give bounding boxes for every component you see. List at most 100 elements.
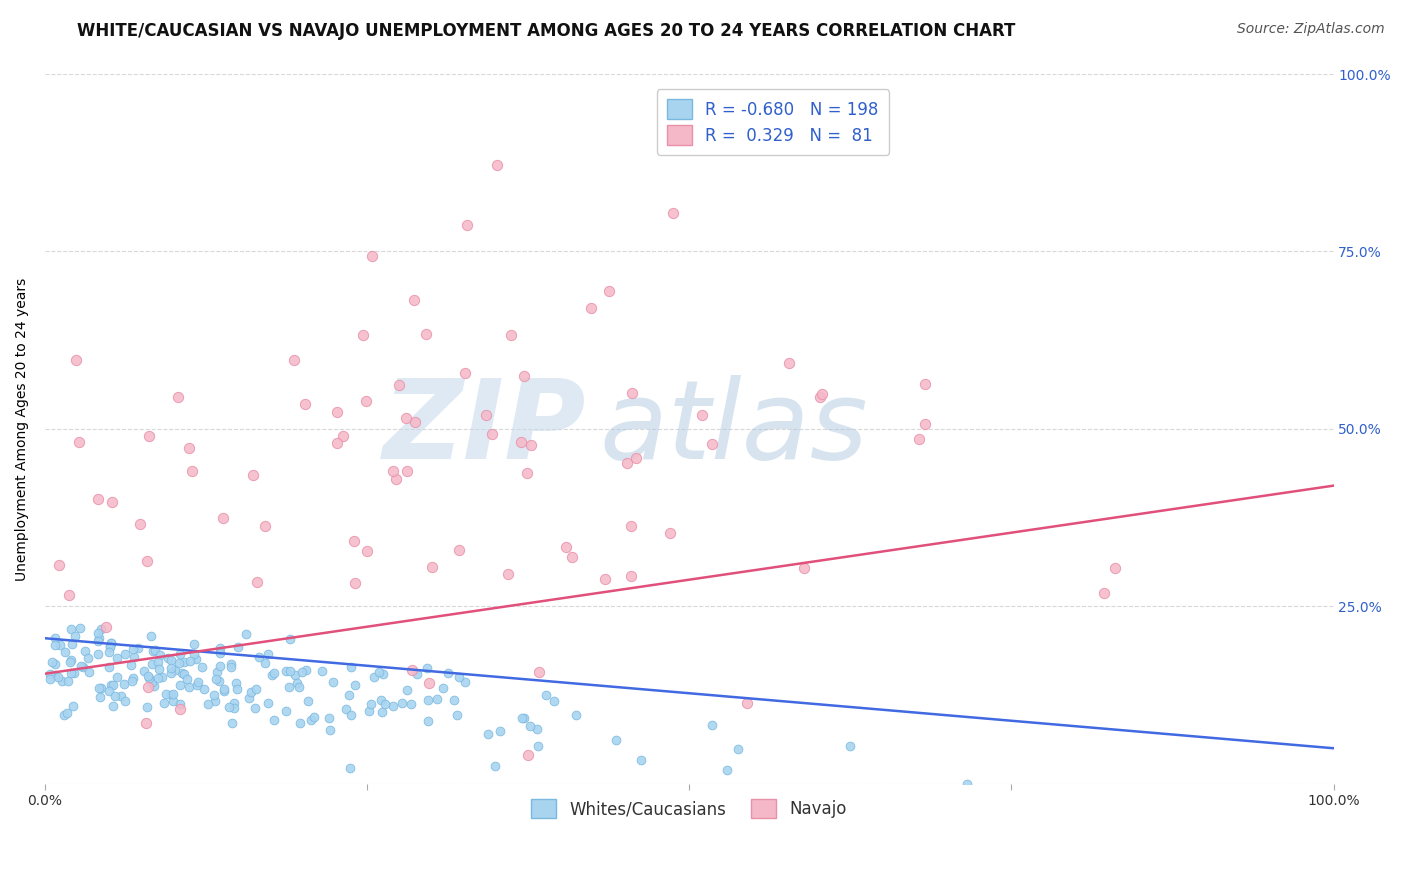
Point bbox=[486, 158, 509, 172]
Point bbox=[136, 668, 159, 682]
Point bbox=[318, 711, 340, 725]
Point bbox=[136, 700, 159, 714]
Point bbox=[62, 698, 84, 713]
Point bbox=[520, 438, 543, 452]
Point bbox=[356, 543, 378, 558]
Point bbox=[101, 678, 124, 692]
Point bbox=[474, 408, 496, 422]
Point bbox=[426, 692, 449, 706]
Point bbox=[526, 722, 548, 736]
Point bbox=[193, 681, 215, 696]
Point bbox=[77, 650, 100, 665]
Point bbox=[87, 632, 110, 646]
Point bbox=[356, 394, 378, 409]
Point bbox=[391, 696, 413, 710]
Point bbox=[87, 681, 110, 695]
Point bbox=[114, 648, 136, 662]
Point bbox=[162, 687, 184, 701]
Point bbox=[254, 519, 277, 533]
Point bbox=[160, 665, 183, 680]
Point bbox=[112, 677, 135, 691]
Point bbox=[382, 698, 405, 713]
Point bbox=[616, 456, 638, 470]
Point bbox=[404, 415, 426, 429]
Point bbox=[254, 656, 277, 670]
Point bbox=[127, 640, 149, 655]
Point bbox=[132, 665, 155, 679]
Point bbox=[598, 284, 620, 298]
Point bbox=[89, 690, 111, 704]
Point bbox=[373, 667, 395, 681]
Point bbox=[659, 525, 682, 540]
Point bbox=[120, 658, 142, 673]
Point bbox=[368, 665, 391, 679]
Point bbox=[326, 405, 349, 419]
Point bbox=[630, 754, 652, 768]
Point bbox=[278, 664, 301, 678]
Point bbox=[593, 572, 616, 586]
Point bbox=[415, 326, 437, 341]
Point bbox=[177, 681, 200, 695]
Point bbox=[360, 697, 382, 711]
Point bbox=[141, 657, 163, 671]
Point bbox=[484, 759, 506, 773]
Point bbox=[344, 576, 367, 591]
Point bbox=[39, 666, 62, 681]
Point bbox=[432, 681, 454, 695]
Point bbox=[60, 637, 83, 651]
Point bbox=[415, 661, 437, 675]
Point bbox=[454, 366, 477, 380]
Point bbox=[224, 701, 246, 715]
Point bbox=[735, 697, 758, 711]
Point bbox=[276, 664, 298, 678]
Point bbox=[326, 436, 349, 450]
Text: Source: ZipAtlas.com: Source: ZipAtlas.com bbox=[1237, 22, 1385, 37]
Point bbox=[337, 689, 360, 703]
Point bbox=[669, 95, 692, 110]
Point bbox=[172, 666, 194, 681]
Point bbox=[811, 386, 834, 401]
Point bbox=[165, 663, 187, 677]
Point bbox=[343, 533, 366, 548]
Point bbox=[294, 663, 316, 677]
Point bbox=[202, 688, 225, 702]
Point bbox=[437, 665, 460, 680]
Point bbox=[527, 739, 550, 753]
Point bbox=[49, 638, 72, 652]
Point bbox=[727, 742, 749, 756]
Point bbox=[509, 434, 531, 449]
Point bbox=[481, 427, 503, 442]
Point bbox=[157, 651, 180, 665]
Point bbox=[73, 644, 96, 658]
Point bbox=[516, 466, 538, 480]
Point bbox=[422, 559, 444, 574]
Point bbox=[186, 678, 208, 692]
Point bbox=[97, 659, 120, 673]
Point bbox=[620, 569, 643, 583]
Point bbox=[418, 676, 440, 690]
Point bbox=[153, 696, 176, 710]
Point bbox=[143, 643, 166, 657]
Point bbox=[302, 709, 325, 723]
Point bbox=[62, 665, 84, 680]
Point bbox=[208, 646, 231, 660]
Point bbox=[104, 690, 127, 704]
Point bbox=[416, 714, 439, 728]
Point bbox=[59, 665, 82, 680]
Point bbox=[128, 516, 150, 531]
Point bbox=[239, 685, 262, 699]
Point bbox=[285, 676, 308, 690]
Point bbox=[235, 627, 257, 641]
Point bbox=[173, 666, 195, 681]
Point bbox=[142, 643, 165, 657]
Point bbox=[69, 621, 91, 635]
Point bbox=[51, 674, 73, 689]
Point bbox=[138, 429, 160, 443]
Point bbox=[311, 664, 333, 678]
Y-axis label: Unemployment Among Ages 20 to 24 years: Unemployment Among Ages 20 to 24 years bbox=[15, 277, 30, 581]
Point bbox=[181, 464, 204, 478]
Point bbox=[208, 658, 231, 673]
Point bbox=[121, 674, 143, 689]
Point bbox=[67, 435, 90, 450]
Point bbox=[100, 678, 122, 692]
